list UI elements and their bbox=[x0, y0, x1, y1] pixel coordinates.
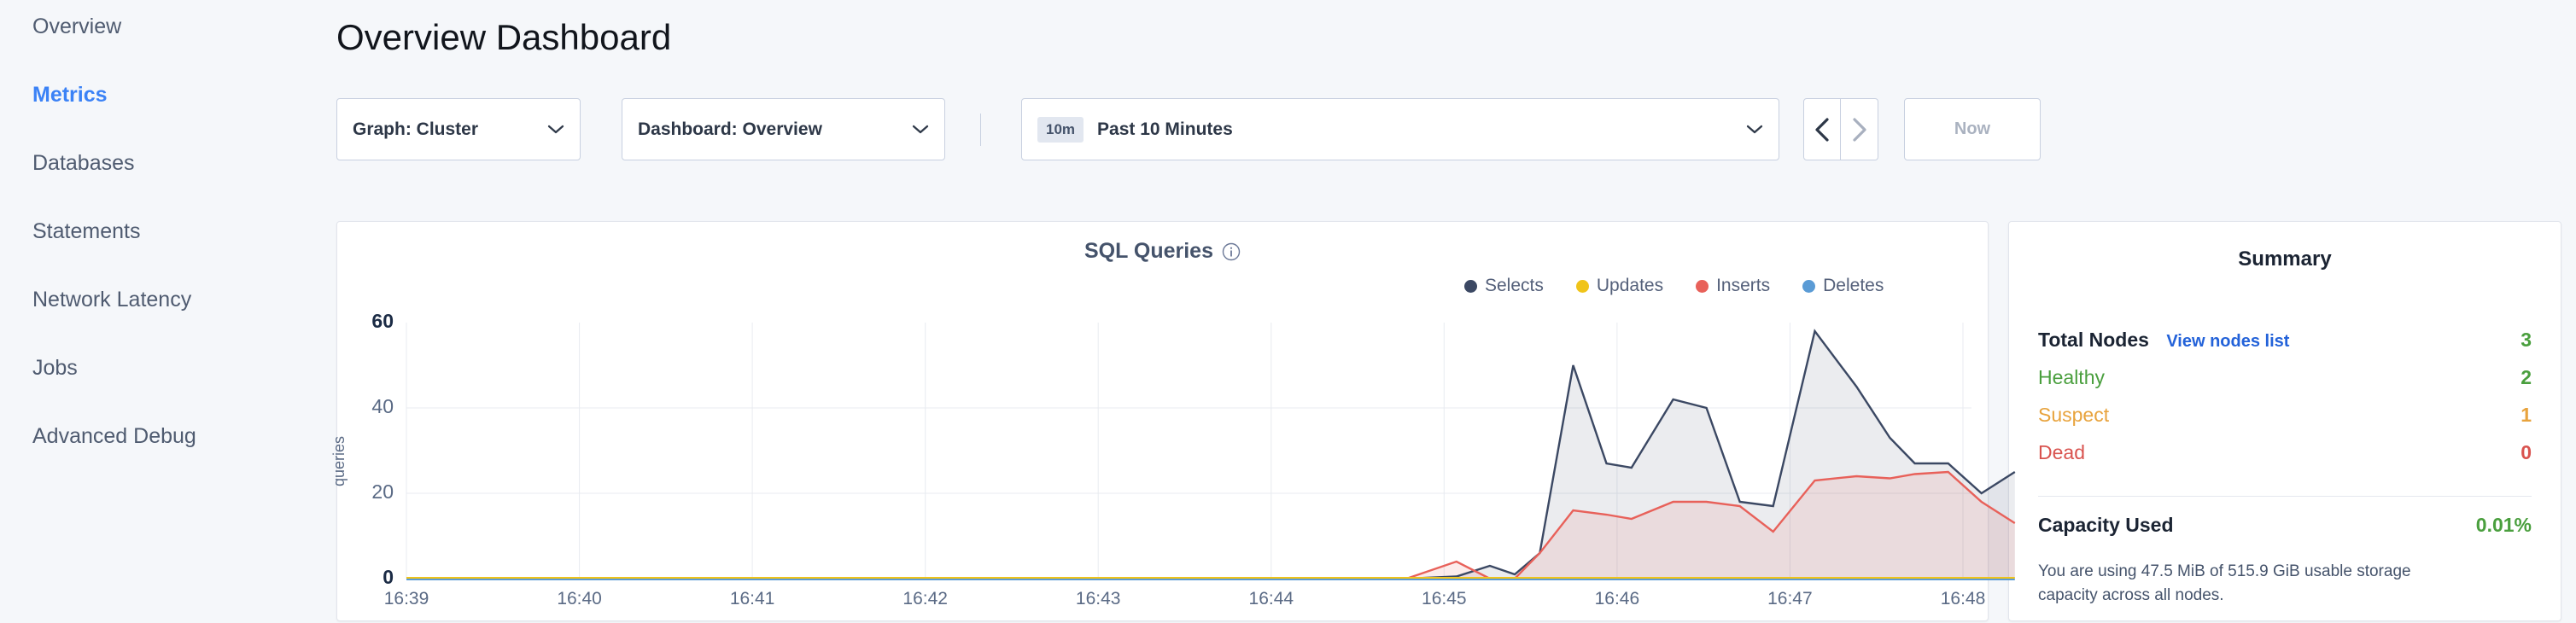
svg-text:60: 60 bbox=[371, 310, 394, 332]
svg-text:40: 40 bbox=[371, 395, 394, 417]
svg-text:16:42: 16:42 bbox=[902, 589, 948, 608]
svg-text:16:39: 16:39 bbox=[384, 589, 429, 608]
svg-text:16:41: 16:41 bbox=[730, 589, 775, 608]
svg-text:16:45: 16:45 bbox=[1422, 589, 1467, 608]
svg-text:16:43: 16:43 bbox=[1076, 589, 1121, 608]
svg-text:16:40: 16:40 bbox=[557, 589, 602, 608]
svg-text:16:48: 16:48 bbox=[1941, 589, 1986, 608]
svg-text:16:46: 16:46 bbox=[1595, 589, 1640, 608]
svg-text:16:47: 16:47 bbox=[1767, 589, 1813, 608]
svg-text:16:44: 16:44 bbox=[1249, 589, 1294, 608]
svg-text:0: 0 bbox=[383, 566, 394, 588]
svg-text:20: 20 bbox=[371, 480, 394, 503]
